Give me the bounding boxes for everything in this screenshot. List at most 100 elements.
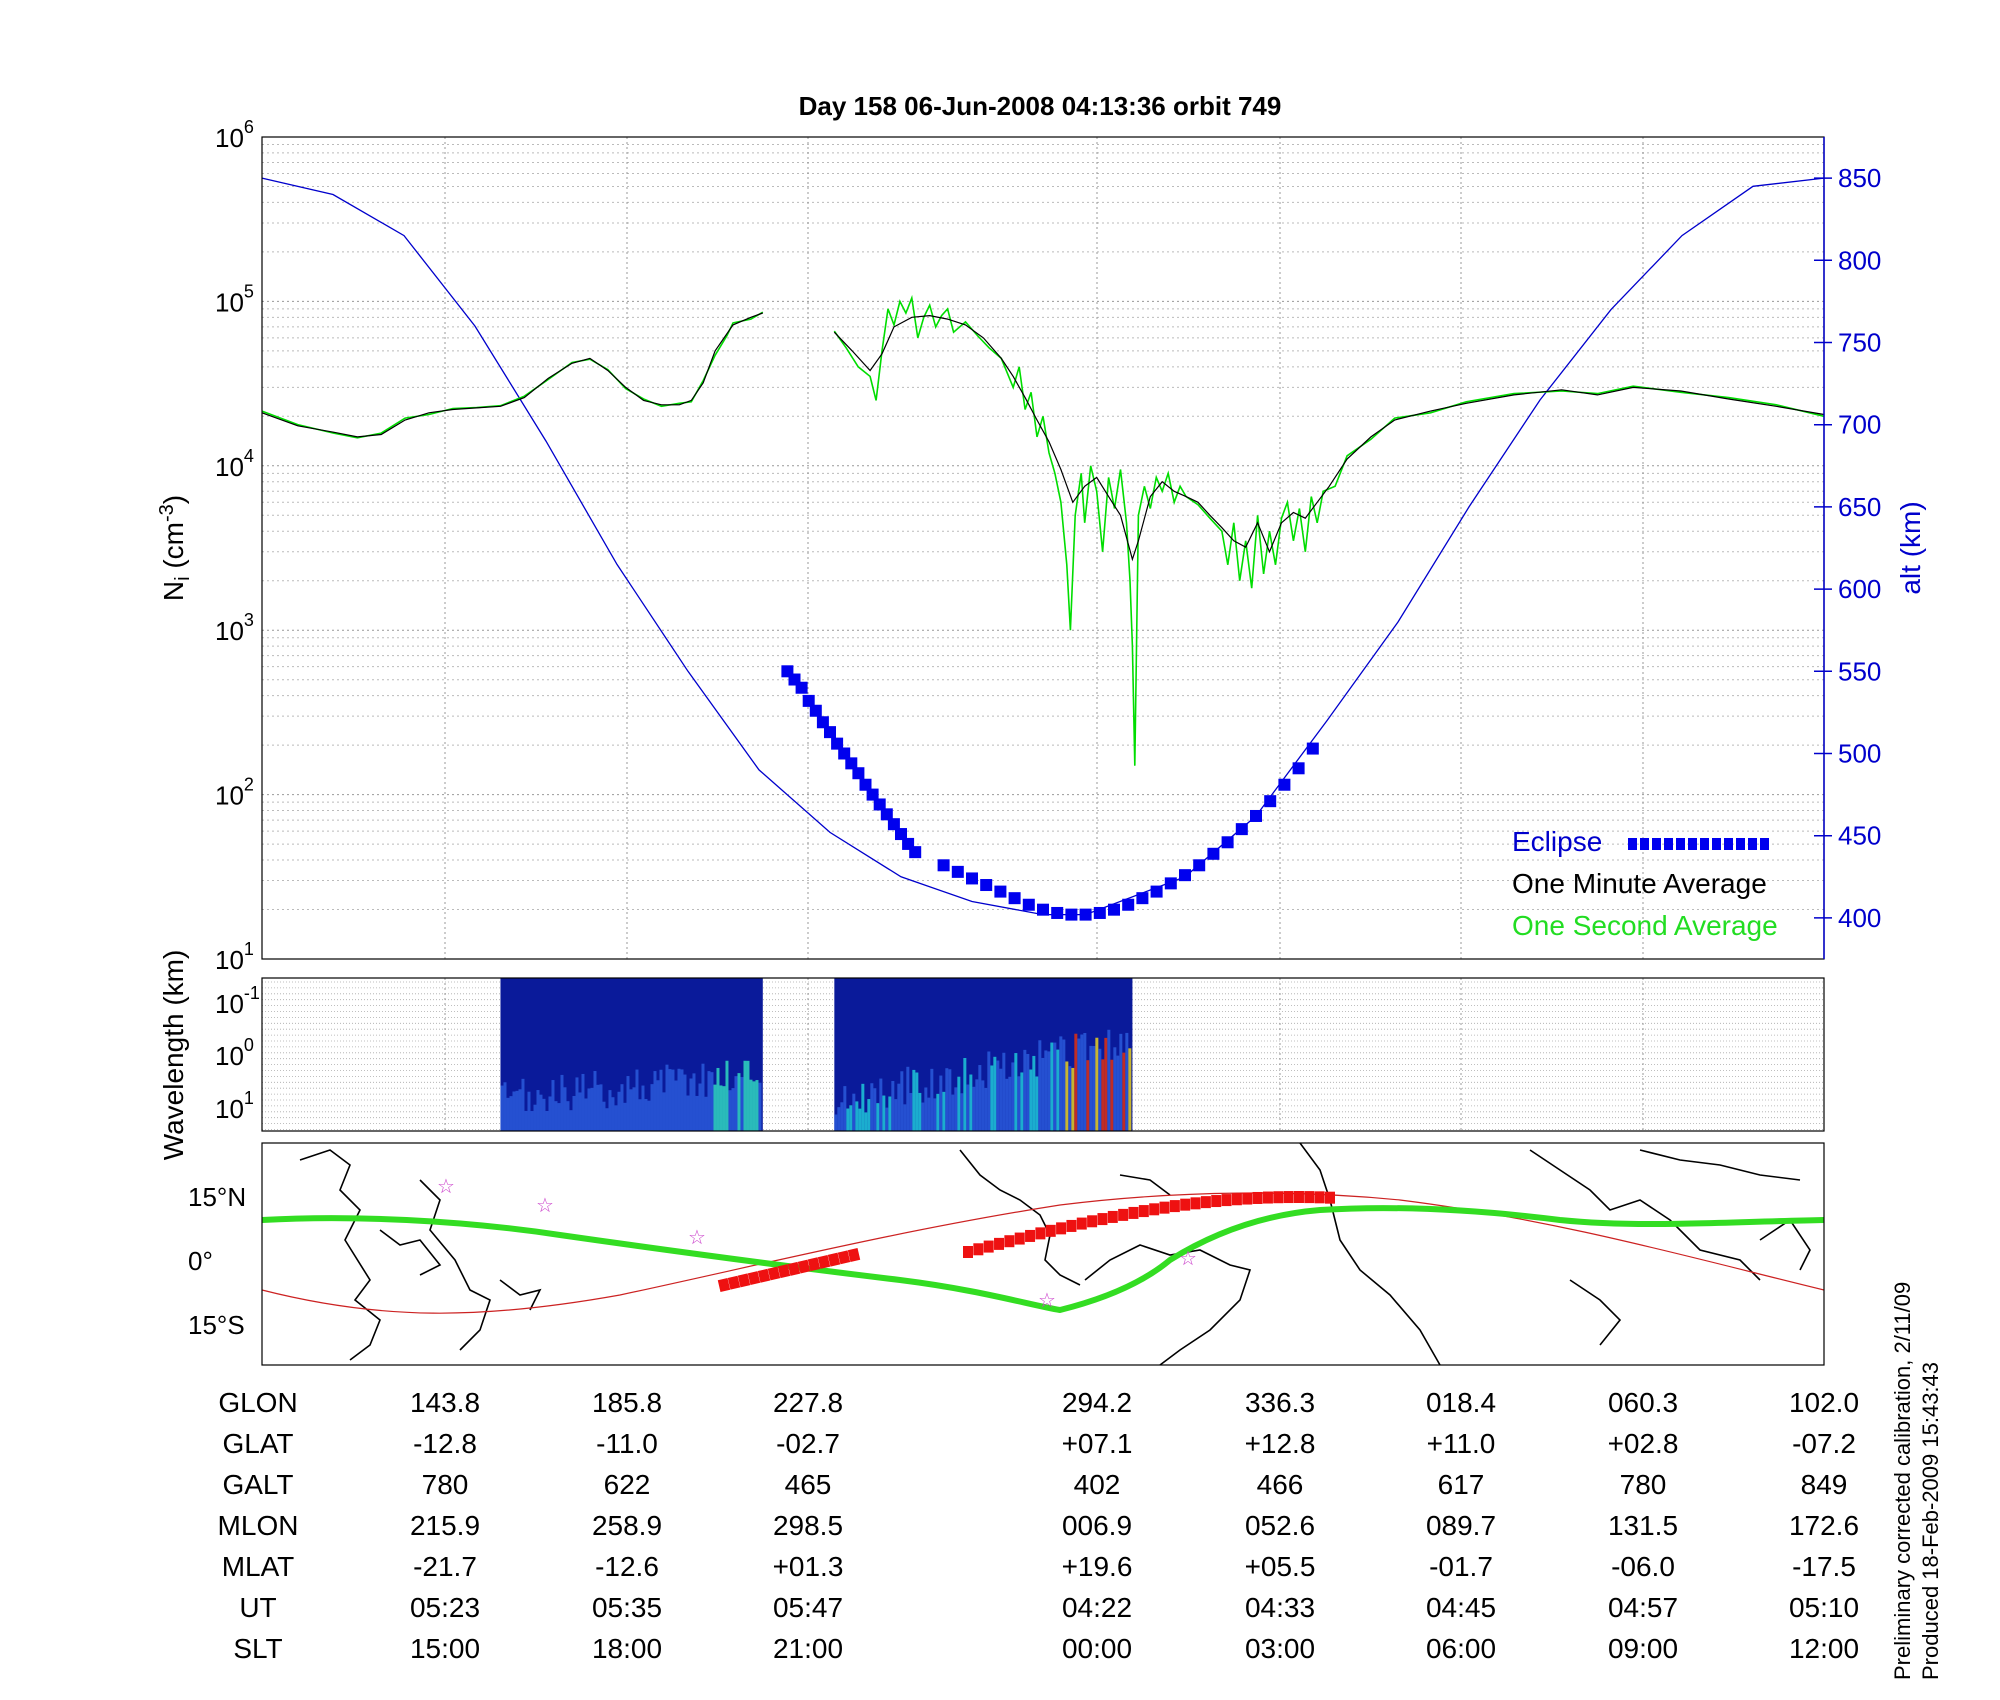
spectrogram-column bbox=[551, 1080, 555, 1131]
spectrogram-column bbox=[960, 1093, 964, 1131]
spectrogram-column bbox=[1062, 1039, 1066, 1131]
legend-second-label: One Second Average bbox=[1512, 910, 1778, 941]
spectrogram-column bbox=[924, 1087, 928, 1131]
produced-note: Produced 18-Feb-2009 15:43:43 bbox=[1918, 1362, 1943, 1680]
map-eclipse-marker bbox=[983, 1240, 994, 1253]
spectrogram-column bbox=[623, 1102, 627, 1131]
y2-tick-label: 450 bbox=[1838, 821, 1881, 851]
map-eclipse-marker bbox=[737, 1273, 751, 1288]
altitude-y-label: alt (km) bbox=[1895, 501, 1926, 594]
coastline bbox=[1569, 1279, 1622, 1346]
spectrogram-column bbox=[686, 1095, 690, 1131]
eclipse-marker bbox=[895, 828, 907, 841]
spectrogram-column bbox=[1119, 1033, 1123, 1131]
spectrogram-column bbox=[1059, 1036, 1063, 1131]
spectrogram-column bbox=[1128, 1048, 1132, 1131]
y2-tick-label: 650 bbox=[1838, 492, 1881, 522]
spectrogram-column bbox=[554, 1101, 558, 1131]
spectrogram-column bbox=[1068, 1066, 1072, 1131]
spectrogram-column bbox=[900, 1071, 904, 1131]
eclipse-marker bbox=[1022, 898, 1035, 911]
legend-eclipse-label: Eclipse bbox=[1512, 826, 1602, 857]
eclipse-marker bbox=[1065, 908, 1078, 921]
map-eclipse-marker bbox=[973, 1243, 984, 1256]
spectrogram-column bbox=[683, 1074, 687, 1131]
spectrogram-column bbox=[1107, 1029, 1111, 1131]
spectrogram-column bbox=[1074, 1033, 1078, 1131]
spectrogram-column bbox=[1086, 1060, 1090, 1131]
table-cell: 006.9 bbox=[1062, 1510, 1132, 1541]
spectrogram-column bbox=[1083, 1033, 1087, 1131]
spectrogram-column bbox=[888, 1096, 892, 1131]
spectrogram-column bbox=[942, 1091, 946, 1131]
spectrogram-column bbox=[632, 1087, 636, 1131]
eclipse-marker bbox=[1051, 906, 1064, 919]
map-eclipse-marker bbox=[1211, 1195, 1222, 1208]
spectrogram-column bbox=[1026, 1053, 1030, 1131]
spectrogram-column bbox=[903, 1104, 907, 1131]
spectrogram-column bbox=[692, 1073, 696, 1131]
eclipse-marker bbox=[831, 737, 844, 750]
spectrogram-column bbox=[1056, 1049, 1060, 1131]
map-eclipse-marker bbox=[1056, 1222, 1067, 1235]
map-eclipse-marker bbox=[717, 1278, 731, 1292]
map-eclipse-marker bbox=[1066, 1219, 1077, 1232]
eclipse-swatch-mark bbox=[1712, 838, 1721, 850]
eclipse-marker bbox=[887, 818, 900, 831]
spectrogram-column bbox=[701, 1063, 705, 1131]
table-cell: 780 bbox=[422, 1469, 469, 1500]
spectrogram-column bbox=[858, 1108, 862, 1131]
map-eclipse-marker bbox=[1325, 1191, 1335, 1204]
eclipse-marker bbox=[845, 757, 858, 770]
y-tick-label: 102 bbox=[215, 775, 254, 811]
table-cell: 465 bbox=[785, 1469, 832, 1500]
spectrogram-column bbox=[629, 1089, 633, 1131]
spectrogram-column bbox=[542, 1098, 546, 1131]
eclipse-marker bbox=[838, 747, 851, 760]
spectrogram-column bbox=[728, 1090, 732, 1131]
spectrogram-column bbox=[758, 1082, 762, 1131]
spectrogram-column bbox=[1071, 1067, 1075, 1131]
eclipse-marker bbox=[1221, 836, 1234, 849]
spectrogram-column bbox=[620, 1084, 624, 1131]
spectrogram-column bbox=[653, 1071, 657, 1131]
table-cell: +02.8 bbox=[1608, 1428, 1679, 1459]
spectrogram-column bbox=[1002, 1052, 1006, 1131]
spectrogram-column bbox=[1020, 1072, 1024, 1131]
coastlines bbox=[299, 1142, 1811, 1366]
spectrogram-column bbox=[1116, 1055, 1120, 1131]
eclipse-marker bbox=[802, 694, 815, 707]
spectrogram-column bbox=[539, 1094, 543, 1131]
spectrogram-column bbox=[945, 1068, 949, 1131]
spectrogram-column bbox=[981, 1080, 985, 1131]
map-eclipse-marker bbox=[727, 1275, 741, 1290]
spectrogram-column bbox=[689, 1078, 693, 1131]
spectrogram-column bbox=[876, 1103, 880, 1131]
y-tick-label: 104 bbox=[215, 446, 254, 482]
one-minute-line bbox=[833, 314, 1825, 562]
spectrogram-column bbox=[843, 1086, 847, 1131]
eclipse-marker bbox=[909, 846, 922, 859]
spectrogram-column bbox=[515, 1090, 519, 1131]
spectrogram-column bbox=[1008, 1076, 1012, 1131]
table-cell: 06:00 bbox=[1426, 1633, 1496, 1664]
orbit-tracks: ☆ ☆ ☆ ☆ ☆ bbox=[261, 1176, 1825, 1314]
eclipse-marker bbox=[1264, 795, 1277, 808]
eclipse-marker bbox=[994, 885, 1007, 898]
map-eclipse-marker bbox=[994, 1237, 1005, 1250]
spectrogram-column bbox=[545, 1110, 549, 1131]
spectrogram-y-tick-label: 10-1 bbox=[215, 983, 260, 1019]
spectrogram-column bbox=[951, 1094, 955, 1131]
spectrogram-column bbox=[500, 1085, 504, 1131]
spectrogram-column bbox=[635, 1069, 639, 1131]
density-series bbox=[261, 294, 1825, 766]
table-cell: 617 bbox=[1438, 1469, 1485, 1500]
spectrogram-column bbox=[722, 1086, 726, 1131]
map-eclipse-marker bbox=[1200, 1196, 1211, 1209]
map-eclipse-marker bbox=[1273, 1191, 1284, 1204]
spectrogram-column bbox=[1113, 1047, 1117, 1131]
station-star: ☆ bbox=[1038, 1290, 1056, 1312]
eclipse-marker bbox=[880, 808, 893, 821]
table-cell: 05:23 bbox=[410, 1592, 480, 1623]
spectrogram-column bbox=[503, 1082, 507, 1131]
